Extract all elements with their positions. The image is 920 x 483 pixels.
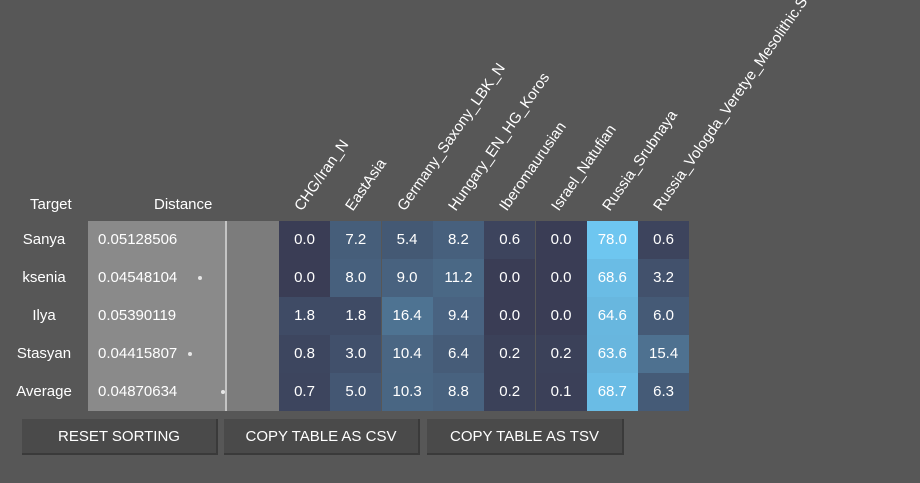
table-cell: 9.4 (432, 297, 484, 335)
copy-tsv-button[interactable]: COPY TABLE AS TSV (427, 419, 624, 455)
column-header[interactable]: Russia_Vologda_Veretye_Mesolithic.SG (650, 0, 819, 214)
table-cell: 16.4 (381, 297, 433, 335)
distance-marker (220, 390, 225, 394)
table-cell: 3.0 (330, 335, 382, 373)
table-cell: 0.7 (279, 373, 330, 411)
table-cell: 0.2 (484, 335, 536, 373)
target-header[interactable]: Target (30, 196, 72, 213)
row-target: Average (16, 383, 72, 400)
table-cell: 6.4 (432, 335, 484, 373)
distance-value: 0.04870634 (98, 383, 178, 400)
distance-header[interactable]: Distance (154, 196, 213, 213)
distance-cell: 0.05390119 (88, 297, 227, 335)
distance-cell: 0.04415807 (88, 335, 227, 373)
distance-divider (225, 221, 227, 411)
table-cell: 0.2 (535, 335, 587, 373)
table-cell: 10.4 (381, 335, 433, 373)
table-cell: 7.2 (330, 221, 382, 259)
table-cell: 0.0 (535, 221, 587, 259)
table-cell: 8.8 (432, 373, 484, 411)
table-cell: 64.6 (586, 297, 638, 335)
table-cell: 5.0 (330, 373, 382, 411)
distance-marker (188, 352, 193, 356)
table-cell: 6.3 (638, 373, 690, 411)
reset-sorting-button[interactable]: RESET SORTING (22, 419, 218, 455)
distance-marker (197, 276, 202, 280)
table-cell: 0.0 (484, 259, 536, 297)
distance-cell: 0.05128506 (88, 221, 227, 259)
distance-bar-area (227, 221, 279, 411)
column-header[interactable]: EastAsia (342, 155, 391, 214)
table-cell: 1.8 (279, 297, 330, 335)
table-cell: 8.2 (432, 221, 484, 259)
table-cell: 5.4 (381, 221, 433, 259)
row-target: Sanya (22, 231, 66, 248)
table-cell: 63.6 (586, 335, 638, 373)
distance-value: 0.05390119 (98, 307, 177, 324)
table-cell: 15.4 (638, 335, 690, 373)
copy-csv-button[interactable]: COPY TABLE AS CSV (224, 419, 420, 455)
table-cell: 0.8 (279, 335, 330, 373)
column-header[interactable]: Hungary_EN_HG_Koros (444, 69, 554, 214)
table-cell: 11.2 (432, 259, 484, 297)
table-cell: 0.6 (638, 221, 690, 259)
row-target: Ilya (32, 307, 56, 324)
distance-value: 0.04548104 (98, 269, 178, 286)
table-cell: 6.0 (638, 297, 690, 335)
table-cell: 0.1 (535, 373, 587, 411)
table-cell: 9.0 (381, 259, 433, 297)
row-target: Stasyan (16, 345, 72, 362)
distance-value: 0.04415807 (98, 345, 178, 362)
table-cell: 3.2 (638, 259, 690, 297)
table-cell: 0.0 (484, 297, 536, 335)
table-cell: 0.0 (535, 297, 587, 335)
table-cell: 68.7 (586, 373, 638, 411)
distance-value: 0.05128506 (98, 231, 178, 248)
distance-cell: 0.04548104 (88, 259, 227, 297)
row-target: ksenia (22, 269, 66, 286)
table-cell: 8.0 (330, 259, 382, 297)
table-cell: 0.6 (484, 221, 536, 259)
table-cell: 10.3 (381, 373, 433, 411)
table-cell: 68.6 (586, 259, 638, 297)
table-cell: 0.0 (279, 259, 330, 297)
table-cell: 78.0 (586, 221, 638, 259)
distance-cell: 0.04870634 (88, 373, 227, 411)
table-cell: 0.2 (484, 373, 536, 411)
table-cell: 0.0 (279, 221, 330, 259)
table-cell: 1.8 (330, 297, 382, 335)
table-cell: 0.0 (535, 259, 587, 297)
